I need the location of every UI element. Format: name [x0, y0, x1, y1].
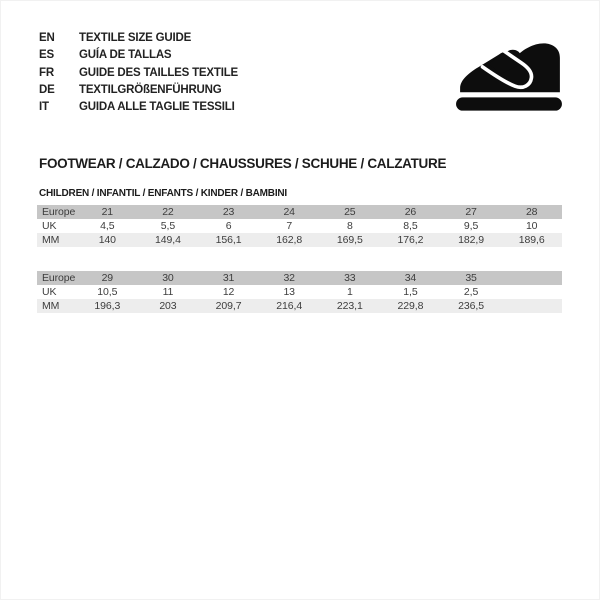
size-cell: 149,4	[155, 234, 181, 246]
size-cell: 9,5	[463, 220, 479, 232]
size-cell: 1,5	[403, 286, 418, 298]
language-code: EN	[39, 32, 55, 44]
row-label: UK	[42, 286, 57, 298]
size-table-children-29-35: Europe 29 30 31 32 33 34 35 UK 10,5 11 12 13 1 1,5 2,5 M…	[37, 271, 562, 313]
size-cell: 169,5	[336, 234, 363, 246]
size-cell: 5,5	[160, 220, 176, 232]
size-cell: 156,1	[215, 234, 242, 246]
row-label: MM	[42, 300, 60, 312]
language-row-en: EN TEXTILE SIZE GUIDE	[39, 30, 238, 47]
language-code: DE	[39, 83, 55, 96]
language-label: TEXTILE SIZE GUIDE	[79, 32, 192, 44]
size-cell	[501, 285, 562, 299]
row-label: MM	[42, 234, 60, 246]
size-cell: 11	[162, 286, 174, 298]
size-cell: 32	[283, 272, 295, 284]
language-code: FR	[39, 66, 54, 79]
size-cell: 10,5	[97, 286, 118, 298]
language-label: GUIDA ALLE TAGLIE TESSILI	[79, 101, 235, 114]
language-row-fr: FR GUIDE DES TAILLES TEXTILE	[39, 65, 238, 82]
children-shoe-icon	[456, 43, 562, 111]
size-table-children-21-28: Europe 21 22 23 24 25 26 27 28 UK 4,5 5,5 6 7 8 8,5 9,5 1…	[37, 205, 562, 247]
size-cell: 33	[344, 272, 356, 284]
size-cell: 176,2	[397, 234, 424, 246]
size-cell: 196,3	[94, 300, 121, 312]
size-cell: 216,4	[276, 300, 303, 312]
size-cell: 203	[159, 300, 177, 312]
language-row-es: ES GUÍA DE TALLAS	[39, 47, 238, 64]
size-cell: 209,7	[215, 300, 242, 312]
size-cell: 28	[525, 206, 538, 218]
size-cell: 23	[222, 206, 235, 218]
language-label: TEXTILGRÖßENFÜHRUNG	[79, 83, 222, 96]
row-label: UK	[42, 220, 57, 232]
language-list: EN TEXTILE SIZE GUIDE ES GUÍA DE TALLAS …	[39, 30, 238, 116]
language-label: GUÍA DE TALLAS	[79, 49, 172, 62]
size-cell: 34	[404, 272, 417, 284]
size-cell: 182,9	[458, 234, 484, 246]
size-cell: 30	[162, 272, 174, 284]
size-cell: 25	[344, 206, 356, 218]
size-cell: 223,1	[336, 300, 363, 312]
language-row-it: IT GUIDA ALLE TAGLIE TESSILI	[39, 99, 238, 116]
size-cell: 22	[162, 206, 174, 218]
subsection-title: CHILDREN / INFANTIL / ENFANTS / KINDER /…	[39, 188, 287, 199]
size-cell: 8	[346, 220, 353, 232]
size-cell: 140	[98, 234, 116, 246]
size-cell: 7	[286, 220, 293, 232]
size-cell: 1	[346, 286, 353, 298]
size-cell: 229,8	[397, 300, 424, 312]
size-row-mm: MM 196,3 203 209,7 216,4 223,1 229,8 236,5	[37, 299, 562, 313]
row-label: Europe	[42, 206, 76, 218]
size-cell: 4,5	[100, 220, 115, 232]
size-cell: 12	[222, 286, 235, 298]
size-cell: 29	[101, 272, 114, 284]
language-row-de: DE TEXTILGRÖßENFÜHRUNG	[39, 82, 238, 99]
size-cell: 6	[225, 220, 232, 232]
language-label: GUIDE DES TAILLES TEXTILE	[79, 66, 238, 79]
size-cell: 8,5	[403, 220, 418, 232]
size-cell: 2,5	[463, 286, 479, 298]
size-cell	[501, 299, 562, 313]
size-row-uk: UK 10,5 11 12 13 1 1,5 2,5	[37, 285, 562, 299]
size-cell: 35	[465, 272, 477, 284]
size-cell: 189,6	[518, 234, 545, 246]
size-cell: 10	[525, 220, 538, 232]
size-cell: 31	[222, 272, 235, 284]
size-cell: 27	[465, 206, 477, 218]
size-cell: 21	[101, 206, 114, 218]
size-row-mm: MM 140 149,4 156,1 162,8 169,5 176,2 182,9 189,6	[37, 233, 562, 247]
section-title: FOOTWEAR / CALZADO / CHAUSSURES / SCHUHE…	[39, 156, 447, 171]
size-cell: 13	[283, 286, 295, 298]
size-cell: 162,8	[276, 234, 303, 246]
row-label: Europe	[42, 272, 76, 284]
size-cell: 236,5	[458, 300, 484, 312]
size-row-europe: Europe 21 22 23 24 25 26 27 28	[37, 205, 562, 219]
size-cell	[501, 271, 562, 285]
size-row-europe: Europe 29 30 31 32 33 34 35	[37, 271, 562, 285]
language-code: IT	[39, 101, 49, 114]
size-cell: 26	[404, 206, 417, 218]
size-row-uk: UK 4,5 5,5 6 7 8 8,5 9,5 10	[37, 219, 562, 233]
language-code: ES	[39, 49, 54, 62]
size-cell: 24	[283, 206, 295, 218]
